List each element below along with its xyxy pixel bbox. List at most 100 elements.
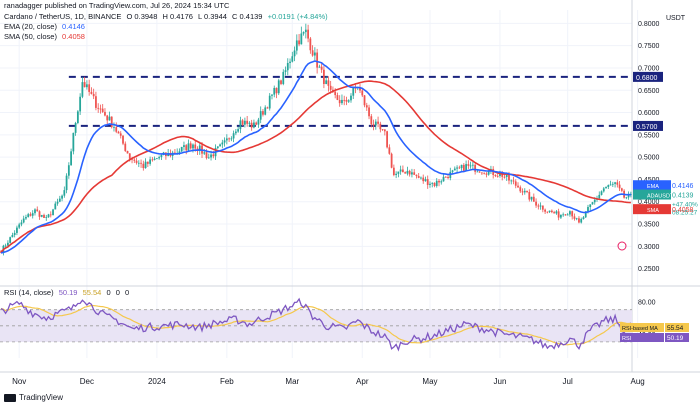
candle-body [225,138,228,141]
candle-body [104,111,106,116]
y-tick-label: 0.5000 [638,155,660,162]
candle-body [259,111,262,120]
candle-body [602,188,605,192]
candle-body [546,211,549,213]
candle-body [113,127,115,128]
level-price-tag [633,120,663,131]
candle-body [368,107,370,117]
candle-body [126,150,129,154]
currency-label: USDT [666,15,686,22]
candle-body [54,203,57,210]
candle-body [526,190,528,192]
y-tick-label: 0.4000 [638,199,660,206]
candle-body [99,108,102,110]
candle-body [544,209,546,212]
footer-brand[interactable]: TradingView [4,393,63,402]
candle-body [237,129,240,132]
candle-body [300,33,303,45]
sma-value: 0.4058 [62,32,85,41]
x-tick-label: 2024 [148,377,166,386]
candle-body [555,211,558,214]
candle-body [268,95,271,109]
candle-body [334,91,337,96]
candle-body [262,111,264,115]
candle-body [438,180,440,183]
candle-body [381,129,384,131]
candle-body [569,211,571,215]
rsi-legend[interactable]: RSI (14, close) 50.19 55.54 0 0 0 [4,288,132,298]
candle-body [605,187,607,189]
candle-body [293,50,296,57]
candle-body [119,133,122,136]
x-tick-label: Jun [494,377,507,386]
candle-body [395,173,398,176]
candle-body [90,91,93,94]
candle-body [210,154,212,158]
x-tick-label: Aug [631,377,645,386]
candle-body [377,121,379,124]
candle-body [336,95,339,100]
ema-legend[interactable]: EMA (20, close) 0.4146 [4,22,88,32]
rsi-value: 50.19 [58,288,78,297]
candle-body [282,71,285,84]
y-tick-label: 0.6000 [638,110,660,117]
candle-body [451,170,454,172]
candle-body [618,184,621,189]
candle-body [494,174,497,176]
candle-body [386,131,388,148]
candle-body [277,80,280,94]
rsi-tag-name: RSI [622,336,632,342]
candle-body [97,107,100,109]
candle-body [27,214,30,218]
candle-body [345,99,348,102]
price-tag-name: EMA [647,184,659,190]
candle-body [523,190,526,193]
candle-body [221,142,224,145]
candle-body [365,105,368,108]
candle-body [110,116,113,128]
price-tag [645,189,671,200]
candle-body [363,95,366,106]
candle-body [501,173,504,177]
candle-body [76,111,79,123]
candle-body [456,167,458,169]
candle-body [591,202,594,205]
candle-body [487,170,490,175]
candle-body [519,187,522,192]
candle-body [309,38,312,51]
candle-body [81,82,84,97]
candle-body [295,40,298,51]
candle-body [144,161,147,169]
candle-body [280,80,282,84]
candle-body [514,181,517,186]
candle-body [95,96,97,108]
candle-body [408,170,411,175]
candle-body [29,214,32,216]
candle-body [4,245,7,247]
ema-label: EMA (20, close) [4,22,57,31]
candle-body [244,120,246,125]
candle-body [63,190,66,196]
level-price-tag [633,71,663,82]
candle-body [83,82,86,88]
candle-body [528,191,531,200]
candle-body [253,122,255,128]
candle-body [465,164,467,171]
publisher-line: ranadagger published on TradingView.com,… [4,1,230,10]
candle-body [228,138,230,140]
candle-body [447,176,449,179]
x-tick-label: Jul [563,377,573,386]
candle-body [74,122,77,133]
candle-body [135,160,138,163]
price-tag [645,204,671,215]
price-tag-marker [633,204,645,215]
x-tick-label: Dec [80,377,94,386]
candle-body [392,167,395,176]
candle-body [31,213,34,216]
candle-body [178,151,181,153]
sma-legend[interactable]: SMA (50, close) 0.4058 [4,32,88,42]
price-tag-value: 0.4058 [672,207,694,214]
candle-body [350,95,352,101]
candle-body [566,214,569,216]
rsi-tag [620,323,664,332]
